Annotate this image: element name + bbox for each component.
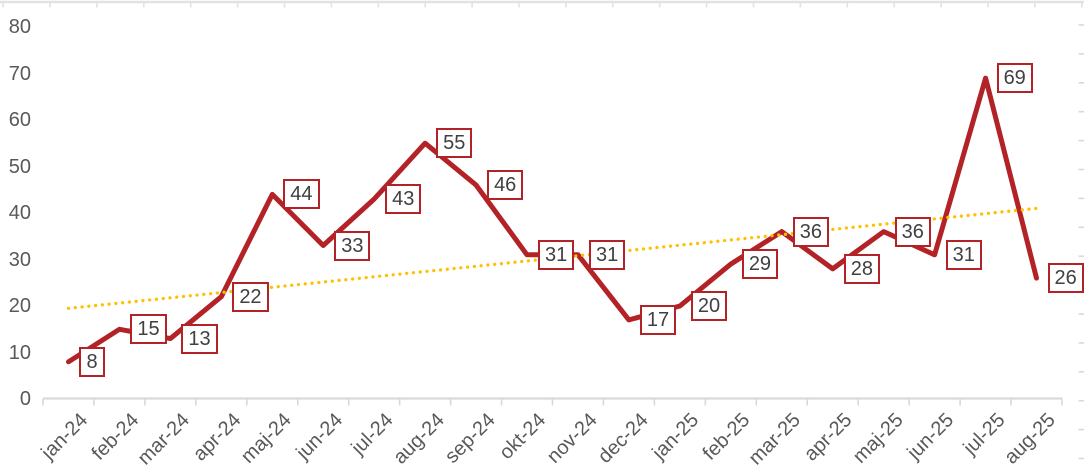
- top-edge-ticks: [0, 2, 1084, 8]
- data-point-label: 31: [946, 240, 982, 270]
- data-point-label: 33: [334, 231, 370, 261]
- y-axis-tick-label: 20: [0, 294, 31, 318]
- data-point-label: 55: [436, 128, 472, 158]
- x-axis: [43, 399, 1062, 406]
- data-point-label: 31: [589, 240, 625, 270]
- data-point-label: 17: [640, 305, 676, 335]
- y-axis-tick-label: 0: [0, 387, 31, 411]
- data-point-label: 22: [232, 282, 268, 312]
- data-point-label: 8: [79, 347, 104, 377]
- data-point-label: 46: [487, 170, 523, 200]
- data-point-label: 44: [283, 179, 319, 209]
- data-point-label: 20: [691, 291, 727, 321]
- y-axis-tick-label: 10: [0, 341, 31, 365]
- data-point-label: 31: [538, 240, 574, 270]
- data-point-label: 36: [895, 217, 931, 247]
- data-point-label: 36: [793, 217, 829, 247]
- data-point-label: 43: [385, 184, 421, 214]
- data-point-label: 15: [130, 314, 166, 344]
- data-point-label: 69: [997, 63, 1033, 93]
- data-point-label: 29: [742, 249, 778, 279]
- right-edge-ticks: [1079, 25, 1084, 459]
- data-point-label: 13: [181, 324, 217, 354]
- data-point-label: 28: [844, 254, 880, 284]
- data-series-line: [69, 78, 1037, 362]
- y-axis-tick-label: 30: [0, 248, 31, 272]
- y-axis-tick-label: 50: [0, 155, 31, 179]
- data-point-label: 26: [1048, 263, 1084, 293]
- y-axis-tick-label: 70: [0, 62, 31, 86]
- series-polyline: [69, 78, 1037, 362]
- y-axis-tick-label: 40: [0, 201, 31, 225]
- y-axis-tick-label: 80: [0, 15, 31, 39]
- y-axis-tick-label: 60: [0, 108, 31, 132]
